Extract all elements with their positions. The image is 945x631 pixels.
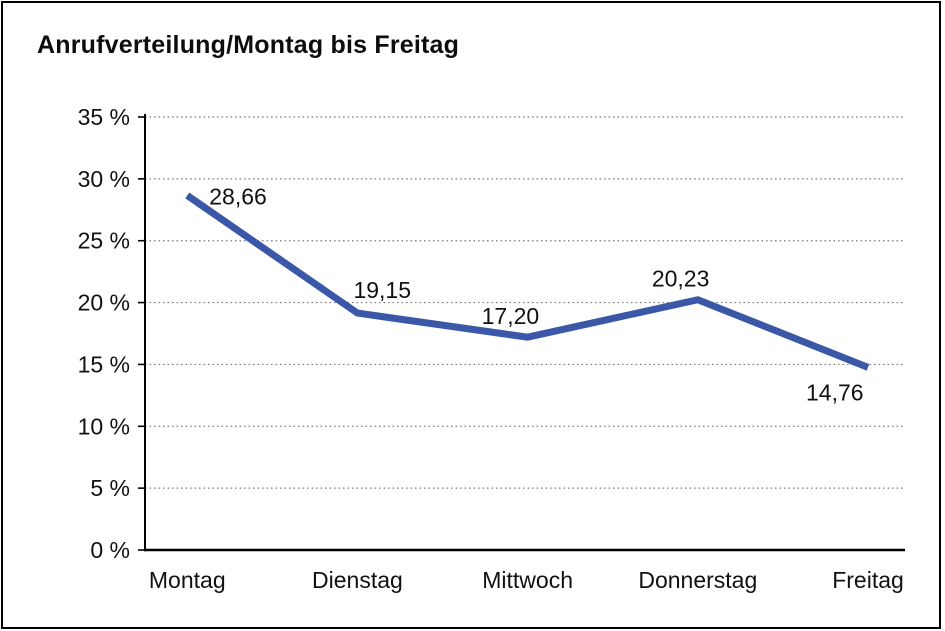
y-tick-label: 0 % bbox=[90, 537, 130, 563]
value-label: 28,66 bbox=[209, 183, 267, 209]
category-label: Dienstag bbox=[312, 567, 403, 593]
category-label: Mittwoch bbox=[482, 567, 573, 593]
chart-title: Anrufverteilung/Montag bis Freitag bbox=[37, 31, 460, 59]
y-tick-label: 5 % bbox=[90, 475, 130, 501]
category-label: Montag bbox=[149, 567, 226, 593]
y-tick-label: 25 % bbox=[78, 228, 130, 254]
y-tick-label: 35 % bbox=[78, 104, 130, 130]
series-line bbox=[185, 192, 870, 371]
value-label: 19,15 bbox=[353, 277, 411, 303]
y-tick-label: 20 % bbox=[78, 290, 130, 316]
value-label: 17,20 bbox=[482, 303, 540, 329]
value-label: 14,76 bbox=[806, 379, 864, 405]
category-label: Donnerstag bbox=[638, 567, 757, 593]
y-tick-label: 30 % bbox=[78, 166, 130, 192]
y-tick-label: 15 % bbox=[78, 351, 130, 377]
category-label: Freitag bbox=[832, 567, 904, 593]
value-label: 20,23 bbox=[652, 266, 710, 292]
y-tick-label: 10 % bbox=[78, 413, 130, 439]
